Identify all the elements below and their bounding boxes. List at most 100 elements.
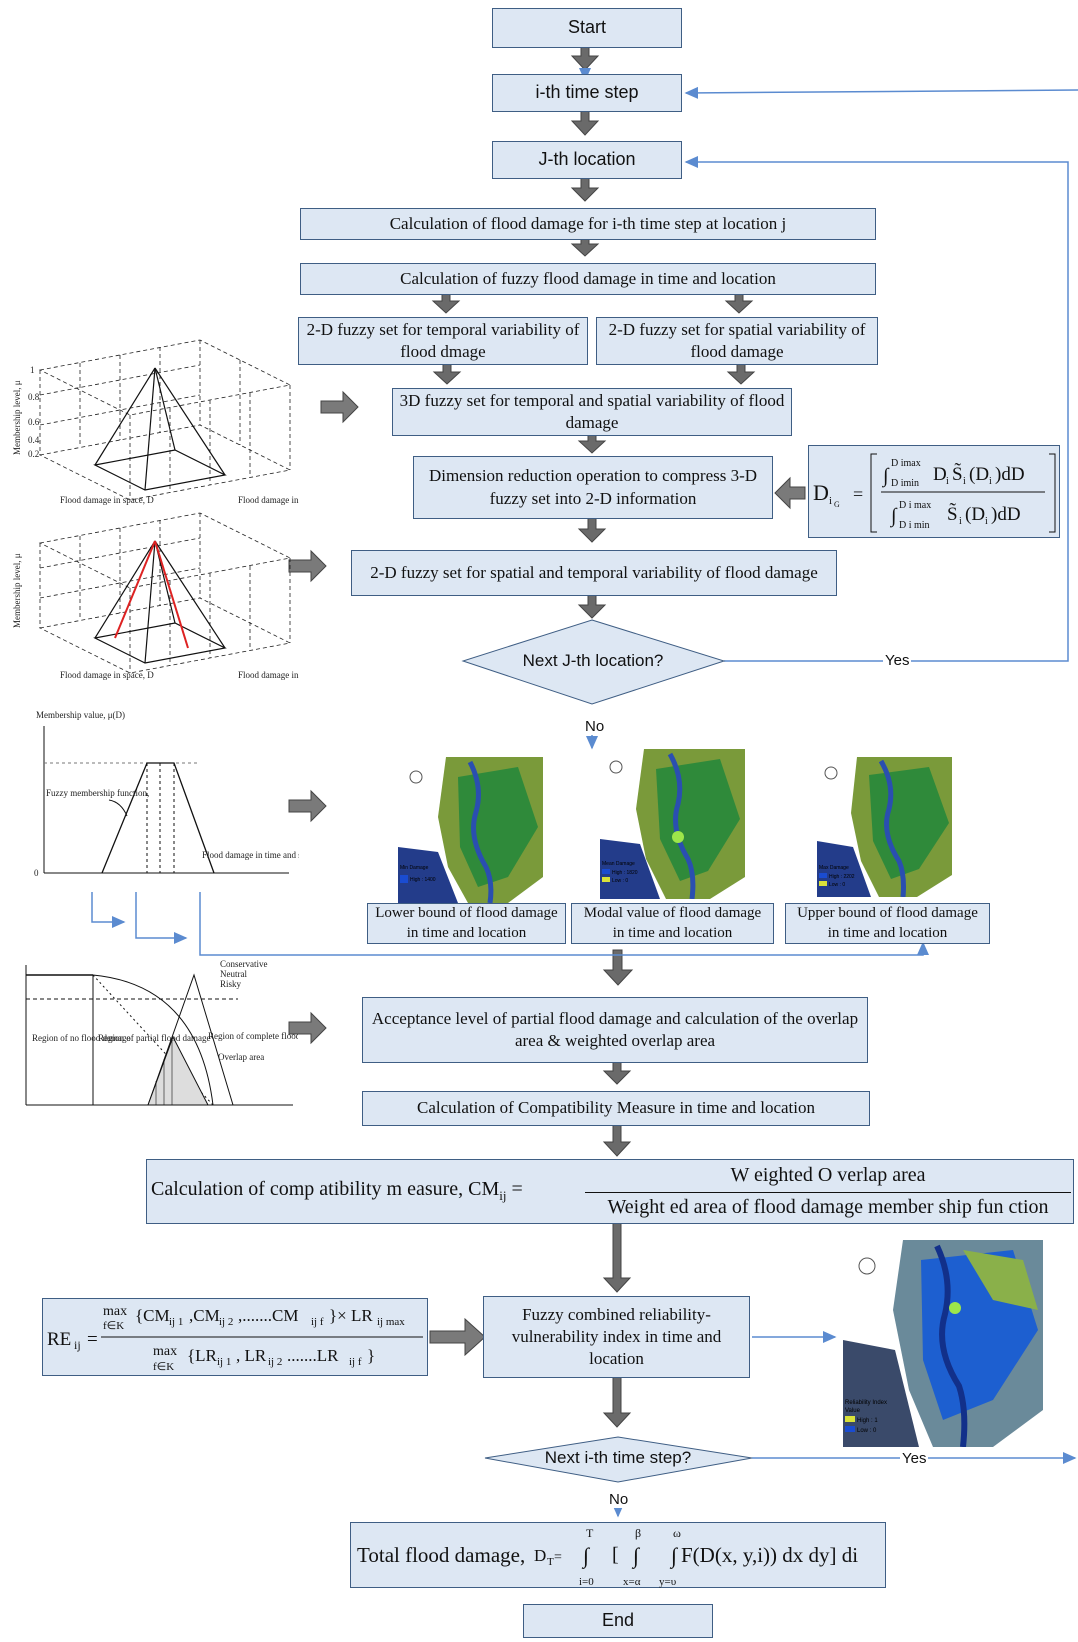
region-no-label: Region of no flood damage [32,1033,130,1043]
flood-space-label-2: Flood damage in space, D [60,670,154,680]
max-map-high: High : 2202 [829,874,855,880]
min-map-high: High : 1400 [410,877,436,883]
svg-text:=: = [853,484,863,504]
svg-text:[: [ [612,1544,619,1566]
no-label-location: No [583,718,607,735]
svg-text:RE: RE [47,1329,71,1350]
svg-text:ij 2: ij 2 [219,1316,233,1328]
svg-text:=: = [87,1329,98,1350]
svg-text:,CM: ,CM [189,1306,220,1325]
svg-text:i: i [829,495,832,507]
svg-text:0: 0 [34,868,39,878]
svg-text:)dD: )dD [991,504,1021,525]
centroid-formula-svg: D i G = ∫ D imax D imin D i S̃ i (D i )d… [813,453,1056,533]
next-time-decision: Next i-th time step? [544,1448,692,1467]
dimension-reduction-node: Dimension reduction operation to compres… [413,456,773,519]
svg-text:ij f: ij f [349,1356,362,1368]
svg-text:ij 2: ij 2 [268,1356,282,1368]
svg-text:D imin: D imin [891,478,919,489]
svg-text:ij f: ij f [311,1316,324,1328]
svg-text:D i min: D i min [899,520,930,531]
flood-space-label-1: Flood damage in space, D [60,495,154,505]
total-expression: F(D(x, y,i)) dx dy] di [681,1543,859,1567]
ri-map-high: High : 1 [857,1418,878,1424]
svg-text:D: D [933,464,947,485]
fuzzy-2d-node: 2-D fuzzy set for spatial and temporal v… [351,550,837,596]
svg-text:S̃: S̃ [947,502,958,525]
svg-text:S̃: S̃ [952,462,963,485]
total-formula-box: Total flood damage, D T = T ∫ i=0 [ β ∫ … [350,1522,886,1588]
svg-text:0.4: 0.4 [28,435,40,445]
lower-bound-node: Lower bound of flood damage in time and … [367,903,566,944]
mean-damage-map: Mean Damage High : 1820 Low : 0 [600,749,745,899]
legend-conservative: Conservative [220,959,268,969]
axis-membership-1: Membership level, μ [12,380,22,455]
no-label-time: No [607,1491,631,1508]
min-damage-map: Min Damage High : 1400 [398,757,543,903]
svg-text:β: β [635,1526,641,1540]
pyramid-reduced-figure: Membership level, μ Flood damage in spac… [12,512,300,680]
svg-text:{LR: {LR [187,1346,218,1365]
membership-function-figure: Membership value, μ(D) Fuzzy membership … [34,710,299,878]
yes-label-location: Yes [883,652,912,669]
ri-map-low: Low : 0 [857,1428,877,1434]
svg-text:f∈K: f∈K [153,1361,174,1373]
region-partial-label: Region of partial flood damage [98,1033,210,1043]
svg-text:ij: ij [74,1338,81,1352]
region-complete-label: Region of complete flood damage [208,1031,298,1041]
svg-text:y=υ: y=υ [659,1576,677,1588]
calc-cm-node: Calculation of Compatibility Measure in … [362,1091,870,1126]
svg-text:i: i [946,476,949,487]
end-node: End [523,1604,713,1638]
svg-text:, LR: , LR [236,1346,267,1365]
flood-time-label-1: Flood damage in time, D [238,495,300,505]
overlap-area-label: Overlap area [218,1052,264,1062]
svg-text:max: max [153,1344,177,1359]
legend-neutral: Neutral [220,969,247,979]
re-formula-svg: RE ij = max f∈K {CM ij 1 ,CM ij 2 ,.....… [47,1304,423,1373]
pyramid-3d-figure: 1 0.8 0.6 0.4 0.2 Membership level, μ Flood … [12,339,300,505]
fuzzy-mf-label: Fuzzy membership function, [46,788,149,798]
ri-map-label: Reliability Index [845,1400,887,1406]
svg-text:0.6: 0.6 [28,417,40,427]
re-formula-box: RE ij = max f∈K {CM ij 1 ,CM ij 2 ,.....… [42,1298,428,1376]
next-location-decision: Next J-th location? [522,651,664,670]
max-damage-map: Max Damage High : 2202 Low : 0 [817,757,952,897]
ri-map-value: Value [845,1408,861,1414]
cm-subscript: ij [499,1188,507,1203]
cm-formula-box: Calculation of comp atibility m easure, … [146,1159,1074,1224]
mean-map-label: Mean Damage [602,861,635,867]
overlap-area-figure: Conservative Neutral Risky Overlap area … [25,959,298,1106]
legend-risky: Risky [220,979,242,989]
cm-denominator: Weight ed area of flood damage member sh… [607,1196,1049,1218]
membership-value-label: Membership value, μ(D) [36,710,125,720]
svg-text:∫: ∫ [669,1543,679,1569]
svg-text:{CM: {CM [135,1306,170,1325]
svg-text:∫: ∫ [889,505,898,528]
total-integral-svg: D T = T ∫ i=0 [ β ∫ x=α ω ∫ y=υ [534,1526,681,1588]
svg-text:ij 1: ij 1 [169,1316,183,1328]
total-label: Total flood damage, [357,1543,526,1567]
upper-bound-node: Upper bound of flood damage in time and … [785,903,990,944]
time-step-node: i-th time step [492,74,682,112]
svg-text:D: D [813,480,829,505]
centroid-formula-box: D i G = ∫ D imax D imin D i S̃ i (D i )d… [808,445,1060,538]
svg-text:T: T [586,1526,594,1540]
min-map-label: Min Damage [400,865,429,871]
svg-text:D: D [534,1546,546,1565]
max-map-label: Max Damage [819,865,849,871]
acceptance-node: Acceptance level of partial flood damage… [362,997,868,1063]
svg-text:}× LR: }× LR [329,1306,373,1325]
svg-text:i: i [985,516,988,527]
svg-text:,.......CM: ,.......CM [238,1306,298,1325]
svg-text:x=α: x=α [623,1576,641,1588]
svg-text:ij max: ij max [377,1316,405,1328]
svg-text:(D: (D [969,464,989,485]
svg-text:i: i [989,476,992,487]
modal-value-node: Modal value of flood damage in time and … [571,903,774,944]
axis-membership-2: Membership level, μ [12,553,22,628]
svg-text:=: = [554,1550,562,1565]
svg-text:ij 1: ij 1 [217,1356,231,1368]
svg-text:0.2: 0.2 [28,449,39,459]
fuzzy-spatial-node: 2-D fuzzy set for spatial variability of… [596,317,878,365]
